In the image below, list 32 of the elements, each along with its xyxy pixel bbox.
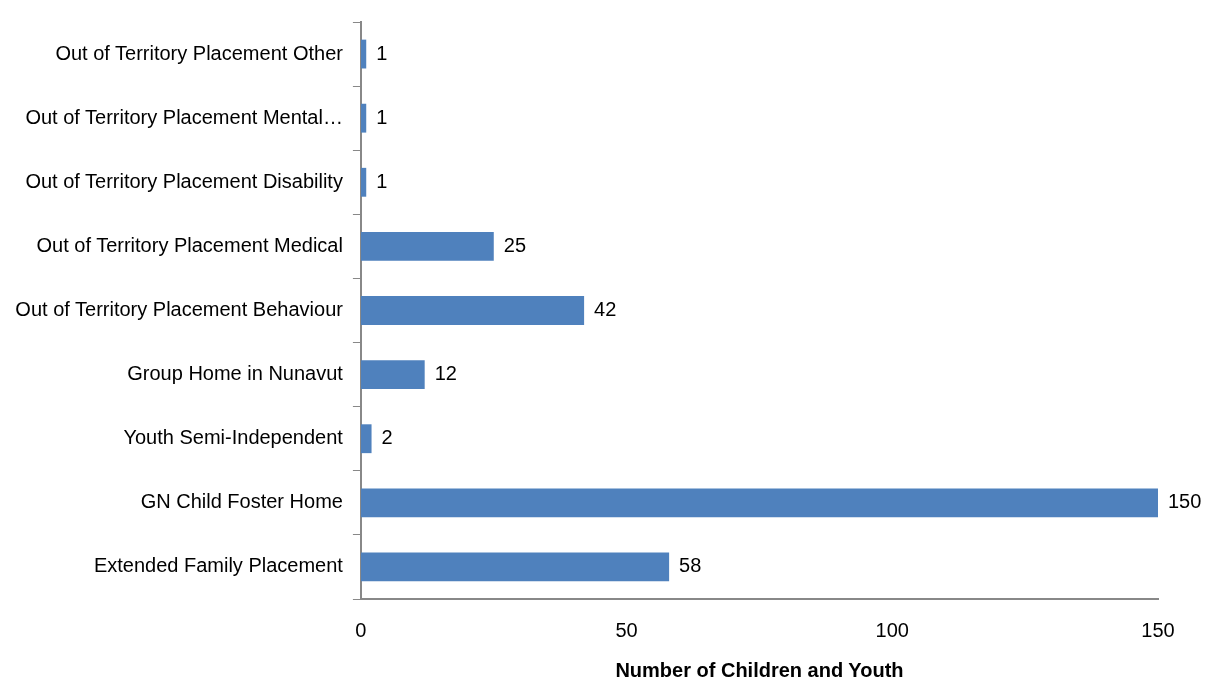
- y-tick-label: Extended Family Placement: [93, 554, 344, 577]
- y-tick-label: Youth Semi-Independent: [123, 426, 344, 449]
- bar: [360, 231, 494, 261]
- data-label: 150: [1168, 490, 1202, 513]
- y-tick-label: Out of Territory Placement Other: [55, 41, 344, 64]
- bar: [360, 360, 425, 390]
- y-tick-label: Out of Territory Placement Behaviour: [15, 298, 344, 321]
- y-tick-label: Group Home in Nunavut: [127, 362, 344, 385]
- bar: [360, 552, 670, 582]
- y-tick-label: Out of Territory Placement Medical: [36, 233, 343, 256]
- data-label: 1: [376, 105, 388, 128]
- bar: [360, 424, 372, 454]
- y-tick-label: GN Child Foster Home: [140, 490, 343, 513]
- data-label: 1: [376, 169, 388, 192]
- data-label: 58: [679, 554, 702, 577]
- x-tick-label: 150: [1141, 618, 1175, 641]
- x-axis-title: Number of Children and Youth: [615, 658, 904, 681]
- data-label: 42: [594, 298, 617, 321]
- bar: [360, 39, 367, 69]
- x-tick-label: 50: [615, 618, 638, 641]
- y-tick-label: Out of Territory Placement Disability: [25, 169, 343, 192]
- bar: [360, 167, 367, 197]
- bar: [360, 488, 1158, 518]
- y-tick-label: Out of Territory Placement Mental…: [25, 105, 343, 128]
- data-label: 2: [381, 426, 393, 449]
- bar: [360, 103, 367, 133]
- bar: [360, 296, 585, 325]
- data-label: 1: [376, 41, 388, 64]
- data-label: 25: [503, 233, 527, 256]
- x-tick-label: 100: [875, 618, 909, 641]
- data-label: 12: [434, 362, 457, 385]
- x-tick-label: 0: [355, 618, 367, 641]
